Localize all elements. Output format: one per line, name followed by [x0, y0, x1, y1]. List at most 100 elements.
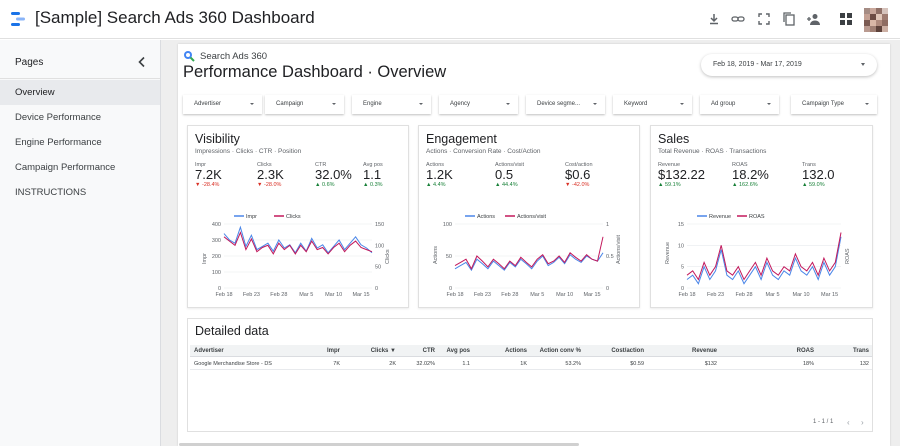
chevron-left-icon[interactable]: [136, 56, 148, 68]
y-tick-label: 0: [449, 286, 452, 292]
table-row[interactable]: Google Merchandise Store - DS 7K 2K 32.0…: [190, 358, 872, 370]
pages-sidebar: Pages Overview Device Performance Engine…: [0, 40, 161, 446]
kpi-value: 1.2K: [426, 167, 453, 182]
column-header[interactable]: CTR: [422, 348, 435, 354]
column-header[interactable]: Impr: [326, 348, 340, 354]
apps-grid-icon[interactable]: [838, 11, 854, 27]
y-tick-label: 50: [446, 254, 452, 260]
filter-label: Engine: [363, 101, 382, 107]
next-page-button[interactable]: ›: [861, 418, 864, 427]
filter-label: Campaign Type: [802, 101, 844, 107]
y2-tick-label: 0.5: [606, 254, 614, 260]
table-cell: 7K: [333, 361, 340, 367]
column-header[interactable]: Action conv %: [539, 348, 581, 354]
table-cell: 1.1: [462, 361, 470, 367]
y-tick-label: 5: [681, 265, 684, 271]
filter-agency[interactable]: Agency: [439, 95, 518, 114]
sidebar-item-instructions[interactable]: INSTRUCTIONS: [15, 187, 87, 198]
y-tick-label: 100: [212, 270, 221, 276]
kpi-delta: ▲ 44.4%: [495, 182, 518, 188]
x-tick-label: Feb 28: [501, 292, 518, 298]
kpi-label: CTR: [315, 162, 327, 168]
filter-device-segment[interactable]: Device segme...: [526, 95, 605, 114]
filter-campaign-type[interactable]: Campaign Type: [791, 95, 877, 114]
y-tick-label: 400: [212, 222, 221, 228]
column-header[interactable]: Trans: [852, 348, 869, 354]
y-tick-label: 0: [681, 286, 684, 292]
sidebar-item-device-performance[interactable]: Device Performance: [15, 112, 102, 123]
table-title: Detailed data: [195, 324, 269, 338]
filter-campaign[interactable]: Campaign: [265, 95, 344, 114]
column-header[interactable]: Avg pos: [446, 348, 470, 354]
legend-label: ROAS: [749, 214, 765, 220]
kpi-revenue: Revenue $132.22 ▲ 59.1%: [658, 162, 705, 188]
visibility-chart: Impr Clicks 0 100 200 300 400 0 50 100 150 Impr Clic…: [202, 214, 391, 298]
filter-advertiser[interactable]: Advertiser: [183, 95, 262, 114]
table-cell: 32.02%: [416, 361, 435, 367]
dropdown-arrow-icon: [680, 103, 684, 105]
fullscreen-icon[interactable]: [756, 11, 772, 27]
table-cell: 53.2%: [565, 361, 581, 367]
kpi-label: Impr: [195, 162, 206, 168]
kpi-value: 1.1: [363, 167, 382, 182]
link-icon[interactable]: [730, 11, 746, 27]
kpi-delta: ▲ 162.6%: [732, 182, 758, 188]
y2-axis-label: Clicks: [385, 249, 391, 264]
filter-ad-group[interactable]: Ad group: [700, 95, 779, 114]
x-tick-label: Feb 18: [678, 292, 695, 298]
y2-tick-label: 0: [606, 286, 609, 292]
card-subtitle: Total Revenue · ROAS · Transactions: [658, 148, 767, 155]
add-person-icon[interactable]: [806, 11, 822, 27]
kpi-label: Actions/visit: [495, 162, 525, 168]
column-header[interactable]: Cost/action: [611, 348, 644, 354]
x-tick-label: Mar 15: [583, 292, 600, 298]
download-icon[interactable]: [706, 11, 722, 27]
series-line-impr: [223, 225, 373, 254]
column-header[interactable]: Revenue: [691, 348, 717, 354]
avatar[interactable]: [864, 8, 888, 32]
table-cell: 1K: [520, 361, 527, 367]
filter-engine[interactable]: Engine: [352, 95, 431, 114]
column-header[interactable]: Clicks ▼: [370, 348, 396, 354]
x-tick-label: Feb 23: [707, 292, 724, 298]
x-tick-label: Feb 23: [243, 292, 260, 298]
kpi-avg-pos: Avg pos 1.1 ▲ 0.3%: [363, 162, 383, 188]
y-tick-label: 300: [212, 238, 221, 244]
copy-icon[interactable]: [781, 11, 797, 27]
dropdown-arrow-icon: [865, 103, 869, 105]
kpi-actions-per-visit: Actions/visit 0.5 ▲ 44.4%: [495, 162, 524, 188]
sidebar-item-overview[interactable]: Overview: [0, 80, 160, 105]
sidebar-title: Pages: [15, 57, 44, 68]
date-range-picker[interactable]: Feb 18, 2019 - Mar 17, 2019: [701, 54, 877, 76]
kpi-delta: ▲ 0.3%: [363, 182, 383, 188]
y-axis-label: Actions: [433, 246, 439, 264]
kpi-cost-per-action: Cost/action $0.6 ▼ -42.0%: [565, 162, 593, 188]
engagement-chart: Actions Actions/visit 0 50 100 0 0.5 1 Actions Ac…: [433, 214, 622, 298]
table-header-row: Advertiser Impr Clicks ▼ CTR Avg pos Act…: [190, 345, 872, 357]
sidebar-item-campaign-performance[interactable]: Campaign Performance: [15, 162, 116, 173]
x-tick-label: Feb 23: [474, 292, 491, 298]
column-header[interactable]: Advertiser: [194, 348, 224, 354]
column-header[interactable]: Actions: [504, 348, 527, 354]
series-line-actions-visit: [454, 236, 604, 270]
prev-page-button[interactable]: ‹: [847, 418, 850, 427]
dashboard-title: Performance Dashboard · Overview: [183, 63, 447, 81]
horizontal-scrollbar[interactable]: [179, 443, 579, 446]
report-page: Search Ads 360 Performance Dashboard · O…: [178, 44, 890, 446]
kpi-clicks: Clicks 2.3K ▼ -28.0%: [257, 162, 284, 188]
sidebar-item-engine-performance[interactable]: Engine Performance: [15, 137, 102, 148]
filter-keyword[interactable]: Keyword: [613, 95, 692, 114]
x-tick-label: Feb 18: [215, 292, 232, 298]
series-line-roas: [686, 232, 842, 281]
dropdown-arrow-icon: [250, 103, 254, 105]
kpi-value: 32.0%: [315, 167, 352, 182]
kpi-value: 2.3K: [257, 167, 284, 182]
detailed-data-table: Detailed data Advertiser Impr Clicks ▼ C…: [187, 318, 873, 432]
legend-label: Actions: [477, 214, 495, 220]
filter-label: Agency: [450, 101, 471, 107]
x-tick-label: Feb 28: [270, 292, 287, 298]
y2-axis-label: Actions/visit: [616, 234, 622, 264]
y-tick-label: 0: [218, 286, 221, 292]
column-header[interactable]: ROAS: [796, 348, 814, 354]
report-canvas-area: Search Ads 360 Performance Dashboard · O…: [161, 40, 900, 446]
